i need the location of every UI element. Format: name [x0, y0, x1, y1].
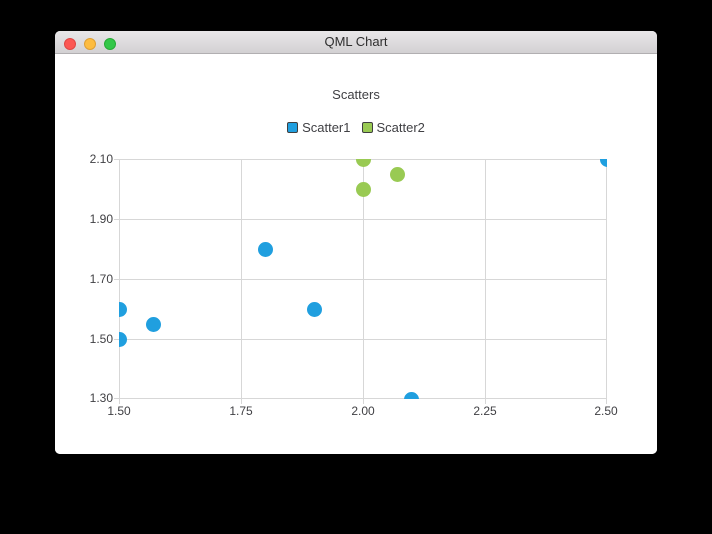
y-tick-label: 2.10: [89, 152, 113, 166]
x-tick-label: 1.75: [229, 404, 253, 418]
y-tick-mark: [114, 159, 119, 160]
scatter-point-scatter2: [389, 166, 405, 182]
scatter-point-scatter1: [257, 241, 273, 257]
window-title: QML Chart: [324, 34, 388, 49]
plot-area: [119, 159, 607, 399]
legend-marker-icon: [361, 121, 373, 133]
chart-view: Scatters Scatter1 Scatter2 1.50 1.75 2.00 2.…: [55, 54, 657, 454]
x-tick-label: 2.00: [351, 404, 375, 418]
y-tick-label: 1.90: [89, 212, 113, 226]
x-tick-mark: [606, 399, 607, 404]
y-tick-mark: [114, 398, 119, 399]
scatter-point-scatter1: [306, 301, 322, 317]
x-tick-label: 1.50: [107, 404, 131, 418]
zoom-button[interactable]: [104, 38, 116, 50]
legend-marker-icon: [287, 121, 299, 133]
chart-legend: Scatter1 Scatter2: [55, 119, 657, 135]
x-tick-mark: [363, 399, 364, 404]
x-tick-mark: [241, 399, 242, 404]
gridline-horizontal: [119, 279, 607, 280]
minimize-button[interactable]: [84, 38, 96, 50]
y-tick-label: 1.30: [89, 391, 113, 405]
y-tick-mark: [114, 279, 119, 280]
chart-title: Scatters: [332, 87, 380, 102]
scatter-point-scatter2: [355, 181, 371, 197]
legend-item-scatter2[interactable]: Scatter2: [361, 119, 425, 135]
close-button[interactable]: [64, 38, 76, 50]
x-tick-label: 2.50: [594, 404, 618, 418]
app-window: QML Chart Scatters Scatter1 Scatter2 1.50…: [55, 31, 657, 454]
gridline-horizontal: [119, 339, 607, 340]
scatter-point-scatter1: [119, 301, 127, 317]
scatter-point-scatter2: [355, 159, 371, 167]
legend-item-scatter1[interactable]: Scatter1: [287, 119, 351, 135]
scatter-point-scatter1: [599, 159, 607, 167]
y-tick-mark: [114, 219, 119, 220]
x-tick-mark: [119, 399, 120, 404]
traffic-lights: [64, 38, 116, 50]
scatter-point-scatter1: [119, 331, 127, 347]
window-titlebar[interactable]: QML Chart: [55, 31, 657, 54]
legend-label: Scatter2: [376, 119, 425, 135]
x-tick-label: 2.25: [473, 404, 497, 418]
gridline-horizontal: [119, 219, 607, 220]
y-tick-label: 1.50: [89, 332, 113, 346]
x-tick-mark: [485, 399, 486, 404]
y-tick-label: 1.70: [89, 272, 113, 286]
legend-label: Scatter1: [302, 119, 351, 135]
y-tick-mark: [114, 339, 119, 340]
scatter-point-scatter1: [404, 391, 420, 399]
gridline-horizontal: [119, 398, 607, 399]
scatter-point-scatter1: [145, 316, 161, 332]
